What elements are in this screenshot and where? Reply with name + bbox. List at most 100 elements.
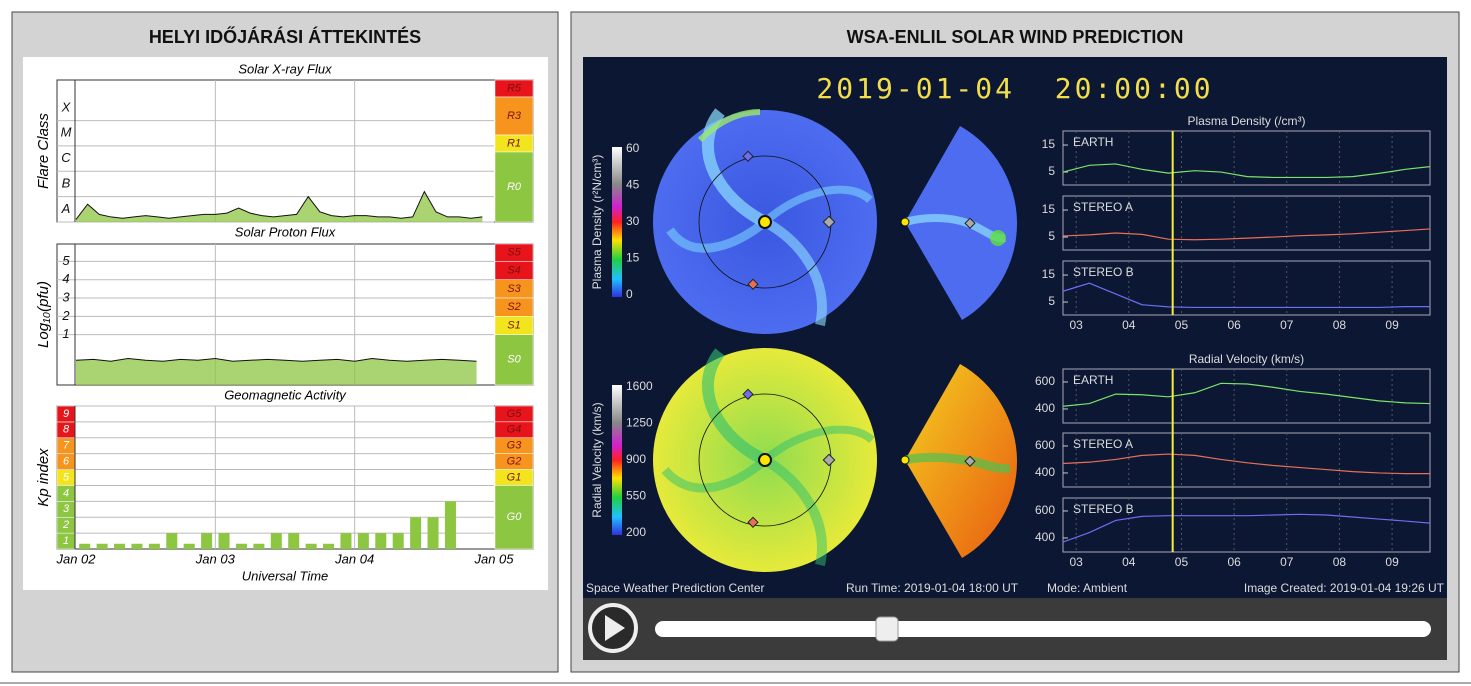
scale-label: G5 — [507, 408, 523, 420]
y-tick-label: 2 — [61, 308, 70, 323]
x-tick-label: 09 — [1385, 555, 1399, 569]
scale-label: R5 — [507, 82, 522, 94]
plot-frame — [56, 79, 534, 223]
flux-area — [76, 191, 483, 222]
kp-bar — [270, 533, 282, 549]
scale-label: G1 — [507, 471, 522, 483]
y-tick-label: C — [61, 150, 71, 165]
y-tick-label: X — [61, 99, 72, 114]
y-tick-label: 4 — [62, 271, 69, 286]
y-tick-label: A — [61, 201, 71, 216]
y-tick-label: 5 — [1048, 164, 1055, 178]
y-tick-label: 400 — [1035, 401, 1055, 415]
plot-frame — [1062, 368, 1431, 424]
y-tick-label: 7 — [63, 440, 70, 452]
series-line — [1062, 382, 1431, 407]
x-tick-label: Jan 05 — [473, 551, 514, 566]
panel-title: HELYI IDŐJÁRÁSI ÁTTEKINTÉS — [149, 26, 421, 47]
y-axis-label: Kp index — [35, 448, 52, 507]
kp-bar — [444, 501, 456, 549]
y-tick-label: 5 — [63, 471, 70, 483]
y-tick-label: 5 — [1048, 294, 1055, 308]
colorbar-tick-label: 900 — [626, 452, 646, 466]
flux-area — [76, 358, 477, 385]
plot-frame — [1062, 260, 1431, 316]
scale-label: S3 — [507, 283, 521, 295]
y-tick-label: 15 — [1042, 267, 1056, 281]
flux-line — [75, 357, 477, 362]
y-tick-label: 600 — [1035, 503, 1055, 517]
colorbar-tick-label: 200 — [626, 525, 646, 539]
colorbar-tick-label: 1250 — [626, 416, 653, 430]
chart-title: Solar Proton Flux — [235, 224, 336, 239]
footer-source: Space Weather Prediction Center — [586, 581, 765, 595]
x-tick-label: 07 — [1280, 318, 1294, 332]
scale-label: G2 — [507, 456, 522, 468]
series-line — [1062, 163, 1431, 179]
kp-bar — [305, 543, 317, 549]
play-button[interactable] — [588, 603, 638, 653]
series-line — [1062, 282, 1430, 309]
x-tick-label: 09 — [1385, 318, 1399, 332]
kp-bar — [253, 543, 265, 549]
scale-level — [494, 485, 534, 550]
x-axis-label: Universal Time — [242, 568, 329, 583]
slider-thumb[interactable] — [875, 616, 899, 642]
kp-bar — [288, 533, 300, 549]
scale-label: S1 — [507, 319, 520, 331]
flux-line — [75, 190, 483, 220]
chart-title: Plasma Density (/cm³) — [1187, 114, 1305, 128]
kp-bar — [96, 543, 108, 549]
y-tick-label: 600 — [1035, 374, 1055, 388]
chart-title: Geomagnetic Activity — [224, 387, 347, 402]
chart-title: Solar X-ray Flux — [238, 61, 332, 76]
scale-label: G4 — [507, 424, 522, 436]
x-tick-label: 03 — [1069, 555, 1083, 569]
x-tick-label: 04 — [1122, 318, 1136, 332]
scale-label: R0 — [507, 181, 522, 193]
series-line — [1062, 513, 1431, 543]
panel-title: WSA-ENLIL SOLAR WIND PREDICTION — [847, 27, 1184, 47]
timeline-slider[interactable] — [655, 621, 1431, 637]
kp-bar — [235, 543, 247, 549]
scale-label: G3 — [507, 440, 523, 452]
y-tick-label: 5 — [1048, 229, 1055, 243]
kp-bar — [166, 533, 178, 549]
kp-bar — [131, 543, 143, 549]
colorbar — [612, 385, 622, 535]
kp-bar — [340, 533, 352, 549]
colorbar-tick-label: 45 — [626, 178, 640, 192]
y-tick-label: 400 — [1035, 465, 1055, 479]
plot-frame — [56, 405, 534, 550]
colorbar-tick-label: 30 — [626, 214, 640, 228]
x-tick-label: 06 — [1227, 318, 1241, 332]
kp-bar — [427, 517, 439, 549]
colorbar-label: Plasma Density (r²N/cm³) — [590, 155, 604, 290]
plot-frame — [1062, 130, 1431, 186]
series-name: STEREO A — [1073, 200, 1133, 214]
x-tick-label: 08 — [1333, 555, 1347, 569]
plot-frame — [1062, 497, 1431, 553]
y-tick-label: 400 — [1035, 530, 1055, 544]
y-tick-label: 3 — [62, 289, 70, 304]
y-tick-label: B — [62, 175, 71, 190]
scale-label: G0 — [507, 511, 523, 523]
colorbar-tick-label: 15 — [626, 251, 640, 265]
kp-bar — [392, 533, 404, 549]
scale-label: S5 — [507, 247, 521, 259]
series-line — [1062, 228, 1431, 241]
chart-title: Radial Velocity (km/s) — [1189, 352, 1304, 366]
y-tick-label: 3 — [63, 503, 70, 515]
series-line — [1062, 453, 1430, 475]
kp-bar — [410, 517, 422, 549]
scale-level — [494, 96, 534, 136]
y-axis-label: Log₁₀(pfu) — [35, 281, 52, 348]
x-tick-label: 06 — [1227, 555, 1241, 569]
x-tick-label: 05 — [1175, 318, 1189, 332]
x-tick-label: 08 — [1333, 318, 1347, 332]
kp-bar — [201, 533, 213, 549]
colorbar-tick-label: 60 — [626, 141, 640, 155]
density-disc — [653, 108, 1018, 334]
colorbar-tick-label: 0 — [626, 287, 633, 301]
